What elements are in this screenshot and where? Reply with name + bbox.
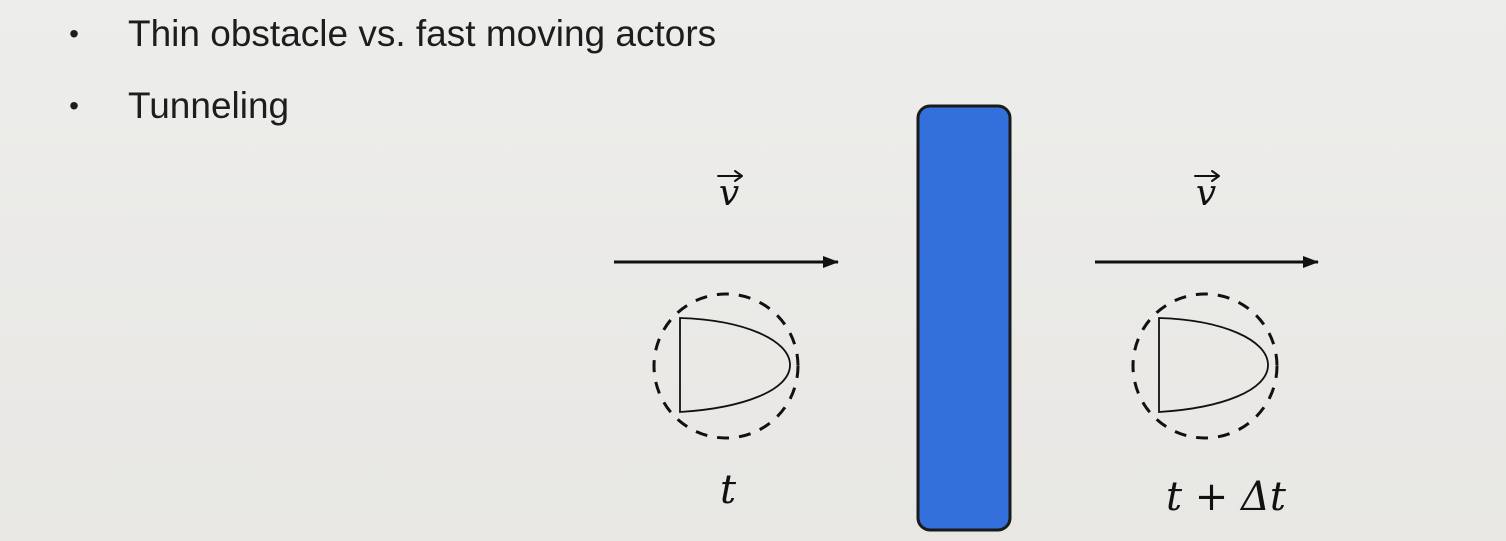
- bullet-list: • Thin obstacle vs. fast moving actors •…: [64, 10, 716, 154]
- bullet-icon: •: [69, 90, 79, 121]
- bullet-text: Thin obstacle vs. fast moving actors: [128, 13, 717, 54]
- bullet-item: • Tunneling: [64, 82, 716, 154]
- actor-shape-after: [1158, 317, 1269, 413]
- bullet-item: • Thin obstacle vs. fast moving actors: [64, 10, 716, 82]
- velocity-label-after: v: [1194, 170, 1220, 214]
- bullet-icon: •: [69, 18, 79, 49]
- thin-obstacle: [916, 104, 1012, 532]
- actor-before: [652, 292, 800, 440]
- velocity-symbol: v: [1196, 173, 1216, 214]
- velocity-label-before: v: [717, 170, 743, 214]
- time-label-after: t + Δt: [1166, 474, 1287, 520]
- actor-shape-before: [679, 317, 791, 413]
- actor-after: [1131, 292, 1279, 440]
- time-label-before: t: [720, 467, 737, 513]
- bullet-text: Tunneling: [128, 85, 290, 126]
- collision-sphere-after: [1131, 292, 1279, 440]
- collision-sphere-before: [652, 292, 800, 440]
- velocity-symbol: v: [719, 173, 739, 214]
- vector-arrow-icon: [1194, 170, 1220, 182]
- vector-arrow-icon: [717, 170, 743, 182]
